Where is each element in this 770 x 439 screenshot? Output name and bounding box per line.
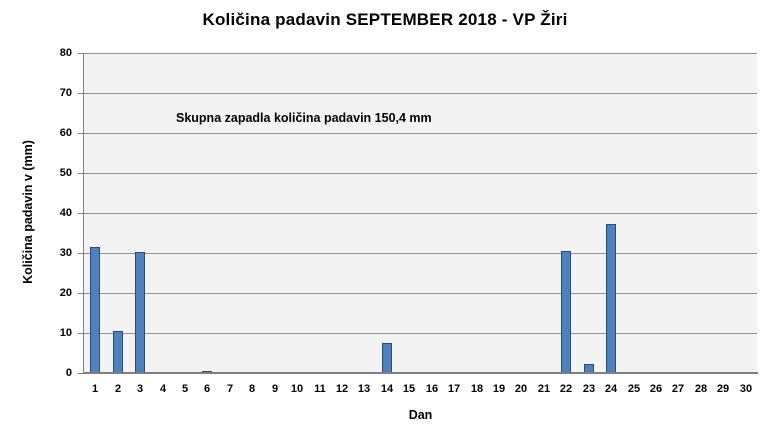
x-axis-title: Dan (408, 408, 433, 422)
chart-title: Količina padavin SEPTEMBER 2018 - VP Žir… (202, 10, 568, 29)
x-tick-label-14: 14 (380, 383, 394, 395)
y-tick-label-40: 40 (59, 207, 72, 219)
x-tick-label-13: 13 (357, 383, 371, 395)
gridline-20 (84, 293, 757, 294)
x-tick-label-10: 10 (290, 383, 304, 395)
x-tick-label-27: 27 (671, 383, 685, 395)
y-tick-label-20: 20 (59, 287, 72, 299)
x-tick-label-16: 16 (425, 383, 439, 395)
x-tick-label-21: 21 (537, 383, 551, 395)
bar-day-3 (135, 252, 145, 373)
gridline-60 (84, 133, 757, 134)
y-tick-label-80: 80 (59, 47, 72, 59)
x-tick-label-26: 26 (649, 383, 663, 395)
y-tick-40 (78, 213, 83, 214)
x-tick-label-20: 20 (514, 383, 528, 395)
bar-day-1 (90, 247, 100, 373)
bar-day-14 (382, 343, 392, 373)
x-tick-label-9: 9 (271, 383, 279, 395)
x-tick-label-15: 15 (402, 383, 416, 395)
gridline-30 (84, 253, 757, 254)
x-tick-label-28: 28 (694, 383, 708, 395)
x-axis-line (84, 372, 758, 374)
x-tick-label-18: 18 (470, 383, 484, 395)
y-tick-70 (78, 93, 83, 94)
y-tick-30 (78, 253, 83, 254)
y-tick-0 (78, 373, 83, 374)
x-tick-label-5: 5 (181, 383, 189, 395)
x-tick-label-4: 4 (159, 383, 167, 395)
plot-area: Skupna zapadla količina padavin 150,4 mm (84, 53, 757, 373)
x-tick-label-19: 19 (492, 383, 506, 395)
y-tick-20 (78, 293, 83, 294)
x-tick-label-30: 30 (739, 383, 753, 395)
x-tick-label-6: 6 (203, 383, 211, 395)
x-tick-label-23: 23 (582, 383, 596, 395)
y-tick-label-0: 0 (65, 367, 72, 379)
y-tick-label-10: 10 (59, 327, 72, 339)
bar-day-22 (561, 251, 571, 373)
bar-day-24 (606, 224, 616, 373)
x-tick-label-2: 2 (114, 383, 122, 395)
y-tick-60 (78, 133, 83, 134)
y-tick-50 (78, 173, 83, 174)
y-tick-label-60: 60 (59, 127, 72, 139)
y-axis-line (83, 53, 84, 374)
x-tick-label-22: 22 (559, 383, 573, 395)
y-axis-title: Količina padavin v (mm) (21, 140, 35, 284)
y-tick-label-30: 30 (59, 247, 72, 259)
x-tick-label-8: 8 (248, 383, 256, 395)
y-tick-80 (78, 53, 83, 54)
x-tick-label-29: 29 (716, 383, 730, 395)
gridline-50 (84, 173, 757, 174)
bar-day-23 (584, 364, 594, 373)
y-tick-label-50: 50 (59, 167, 72, 179)
x-tick-label-12: 12 (335, 383, 349, 395)
x-tick-label-3: 3 (136, 383, 144, 395)
x-tick-label-11: 11 (314, 383, 326, 395)
gridline-80 (84, 53, 757, 54)
total-precipitation-annotation: Skupna zapadla količina padavin 150,4 mm (176, 111, 432, 125)
x-tick-label-24: 24 (604, 383, 618, 395)
x-tick-label-25: 25 (627, 383, 641, 395)
gridline-40 (84, 213, 757, 214)
y-tick-label-70: 70 (59, 87, 72, 99)
y-tick-10 (78, 333, 83, 334)
x-tick-label-7: 7 (226, 383, 234, 395)
gridline-70 (84, 93, 757, 94)
gridline-10 (84, 333, 757, 334)
bar-day-2 (113, 331, 123, 373)
x-tick-label-1: 1 (91, 383, 99, 395)
x-tick-label-17: 17 (447, 383, 461, 395)
